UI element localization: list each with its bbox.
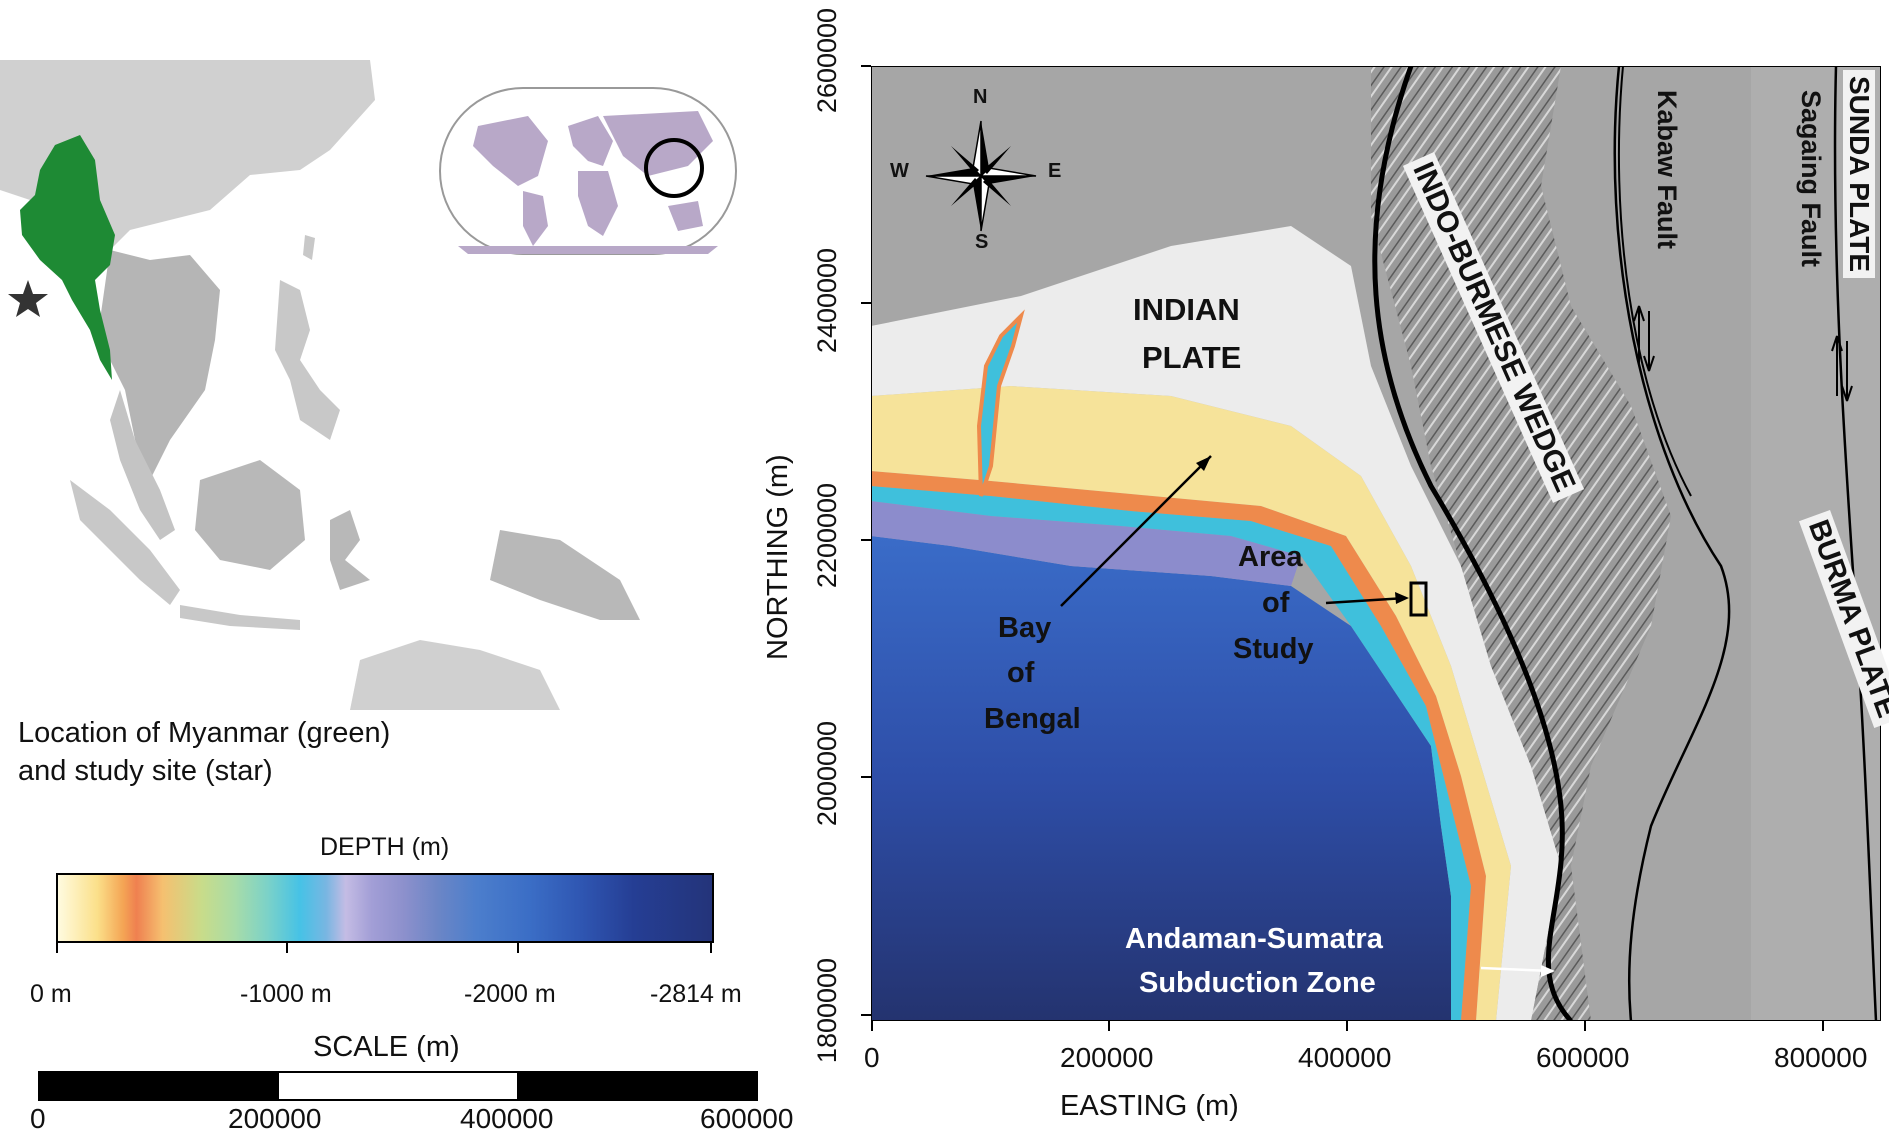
scale-tick-0: 0 bbox=[30, 1103, 46, 1134]
study-area-label-3: Study bbox=[1233, 633, 1314, 665]
study-pointer-arrow bbox=[1325, 596, 1407, 605]
x-tick-600000: 600000 bbox=[1536, 1042, 1630, 1073]
sulawesi-island bbox=[330, 510, 370, 590]
submarine-canyon bbox=[976, 309, 1025, 497]
depth-legend-title: DEPTH (m) bbox=[320, 833, 450, 861]
compass-east-label: E bbox=[1048, 160, 1062, 182]
australia-landmass bbox=[350, 640, 560, 710]
y-tick-2600000: 2600000 bbox=[812, 7, 843, 114]
philippines-islands bbox=[275, 280, 340, 440]
caption-line-1: Location of Myanmar (green) bbox=[18, 717, 391, 749]
kabaw-fault-label: Kabaw Fault bbox=[1652, 90, 1682, 250]
andaman-label-2: Subduction Zone bbox=[1139, 967, 1376, 999]
bay-label-2: of bbox=[1007, 657, 1035, 689]
compass-north-label: N bbox=[973, 86, 988, 108]
sunda-plate-label: SUNDA PLATE bbox=[1843, 70, 1875, 278]
slope-purple bbox=[871, 501, 1301, 586]
study-area-label-2: of bbox=[1262, 587, 1290, 619]
shelf-pale bbox=[871, 226, 1561, 1021]
y-tick-2200000: 2200000 bbox=[812, 482, 843, 589]
depth-color-ramp bbox=[56, 873, 714, 943]
y-tick-2400000: 2400000 bbox=[812, 247, 843, 354]
x-tick-400000: 400000 bbox=[1298, 1042, 1392, 1073]
bay-pointer-arrow bbox=[1060, 455, 1212, 607]
x-tick-0: 0 bbox=[864, 1042, 880, 1073]
inner-fault-line bbox=[1617, 66, 1692, 497]
depth-tick-2814: -2814 m bbox=[650, 980, 742, 1008]
region-highlight-circle bbox=[644, 138, 704, 198]
depth-tick-0: 0 m bbox=[30, 980, 72, 1008]
depth-tick-2000: -2000 m bbox=[464, 980, 556, 1008]
kabaw-motion-arrow-up bbox=[1633, 305, 1645, 366]
scale-tick-200000: 200000 bbox=[228, 1103, 322, 1134]
sagaing-fault-label: Sagaing Fault bbox=[1796, 90, 1826, 268]
indian-plate-label-1: INDIAN bbox=[1133, 292, 1240, 327]
shelf-yellow bbox=[871, 386, 1511, 1021]
x-axis-title: EASTING (m) bbox=[1060, 1090, 1239, 1122]
bay-label-1: Bay bbox=[998, 612, 1052, 644]
deep-ocean bbox=[871, 536, 1451, 1021]
sumatra-island bbox=[70, 480, 180, 605]
indian-plate-label-2: PLATE bbox=[1142, 340, 1242, 375]
inset-caption: Location of Myanmar (green) and study si… bbox=[18, 714, 390, 790]
scale-tick-600000: 600000 bbox=[700, 1103, 794, 1134]
study-site-star bbox=[8, 280, 48, 317]
x-tick-200000: 200000 bbox=[1060, 1042, 1154, 1073]
subduction-front-line bbox=[1372, 66, 1573, 1021]
sagaing-motion-arrow-down bbox=[1841, 341, 1853, 402]
x-axis-ticks bbox=[871, 1021, 1824, 1031]
depth-tick-1000: -1000 m bbox=[240, 980, 332, 1008]
subduction-pointer-arrow bbox=[1480, 966, 1552, 973]
compass-west-label: W bbox=[890, 160, 909, 182]
bay-label-3: Bengal bbox=[984, 703, 1081, 735]
malay-peninsula bbox=[110, 390, 175, 540]
compass-rose bbox=[925, 120, 1037, 232]
bathymetry-map bbox=[871, 66, 1881, 1021]
y-axis-title: NORTHING (m) bbox=[762, 454, 794, 660]
indochina-landmass bbox=[100, 250, 220, 480]
kabaw-motion-arrow-down bbox=[1643, 311, 1655, 372]
y-tick-1800000: 1800000 bbox=[812, 957, 843, 1064]
x-tick-800000: 800000 bbox=[1774, 1042, 1868, 1073]
y-tick-2000000: 2000000 bbox=[812, 720, 843, 827]
world-globe-inset bbox=[439, 87, 737, 255]
indo-burmese-wedge-terrain bbox=[1371, 66, 1671, 1021]
taiwan-island bbox=[303, 235, 315, 260]
scale-bar bbox=[38, 1071, 758, 1101]
caption-line-2: and study site (star) bbox=[18, 755, 273, 787]
scale-title: SCALE (m) bbox=[313, 1031, 460, 1063]
depth-legend-ticks bbox=[56, 941, 712, 953]
study-area-box bbox=[1409, 581, 1428, 617]
scale-tick-400000: 400000 bbox=[460, 1103, 554, 1134]
y-axis-ticks bbox=[861, 65, 871, 1016]
scale-segment-2 bbox=[278, 1073, 518, 1099]
study-area-label-1: Area bbox=[1238, 541, 1303, 573]
sagaing-motion-arrow-up bbox=[1831, 335, 1843, 396]
andaman-label-1: Andaman-Sumatra bbox=[1125, 923, 1383, 955]
borneo-island bbox=[195, 460, 305, 570]
new-guinea-island bbox=[490, 530, 640, 620]
scale-segment-3 bbox=[517, 1073, 757, 1099]
java-island bbox=[180, 605, 300, 630]
kabaw-fault-line bbox=[1613, 66, 1731, 1021]
myanmar-highlight bbox=[20, 135, 115, 380]
scale-segment-1 bbox=[40, 1073, 279, 1099]
compass-south-label: S bbox=[975, 231, 989, 253]
